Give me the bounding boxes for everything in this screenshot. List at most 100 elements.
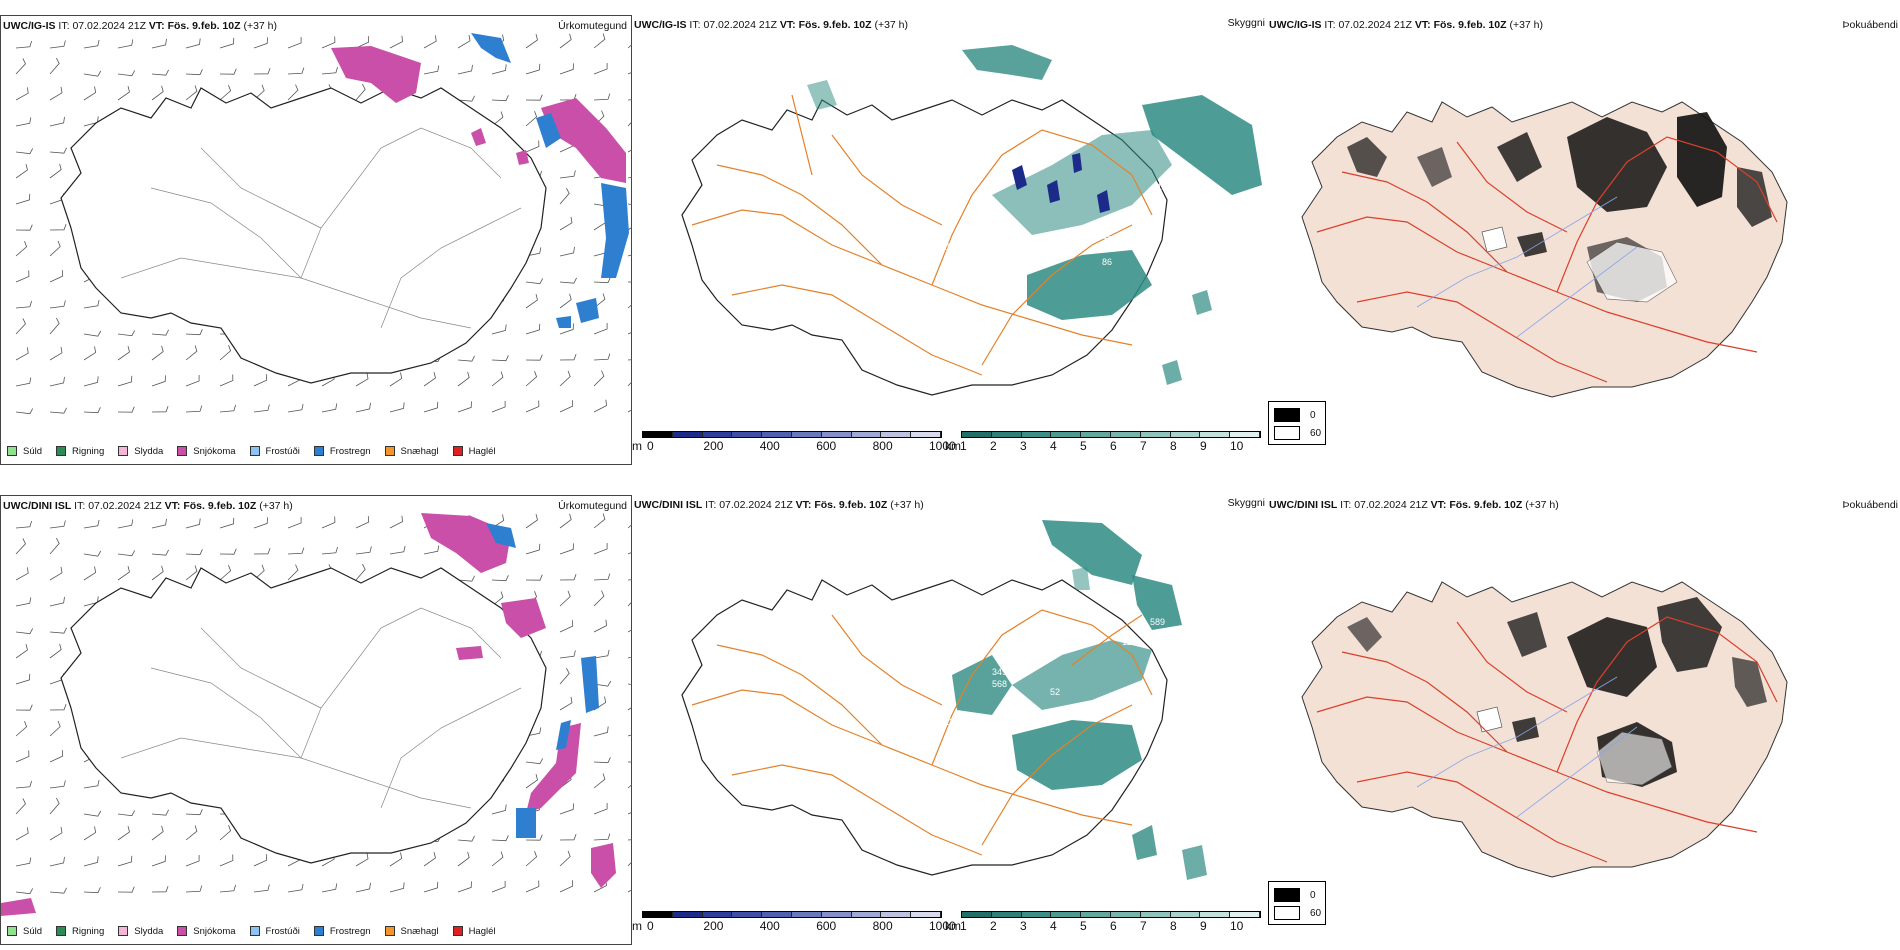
wind-barb bbox=[423, 35, 437, 49]
wind-barb bbox=[525, 247, 542, 257]
road-network bbox=[691, 609, 1153, 856]
wind-barb bbox=[525, 34, 538, 49]
model-name: UWC/DINI ISL bbox=[3, 500, 72, 512]
scale-tick: 1000 bbox=[929, 919, 956, 933]
wind-barb bbox=[525, 543, 541, 555]
wind-barb bbox=[559, 277, 577, 284]
visibility-map-top: 225 2545 553 615 62 86 bbox=[681, 45, 1262, 396]
precip-type-panel-bottom: UWC/DINI ISL IT: 07.02.2024 21Z VT: Fös.… bbox=[0, 495, 633, 945]
scale-unit: km bbox=[945, 919, 961, 933]
wind-barb bbox=[253, 517, 268, 529]
scale-tick: 600 bbox=[816, 919, 837, 933]
wind-barb bbox=[559, 833, 577, 841]
wind-barb bbox=[83, 826, 97, 841]
scale-unit: m bbox=[632, 439, 642, 453]
wind-barb bbox=[321, 403, 338, 413]
scale-tick: 8 bbox=[1170, 919, 1177, 933]
legend-swatch bbox=[249, 926, 260, 936]
iceland-land bbox=[1301, 581, 1788, 878]
wind-barb bbox=[15, 628, 34, 635]
wind-barb bbox=[491, 111, 504, 127]
legend-item: Snæhagl bbox=[384, 926, 439, 937]
fog-panel-bottom: UWC/DINI ISL IT: 07.02.2024 21Z VT: Fös.… bbox=[1267, 495, 1900, 945]
wind-barb bbox=[525, 851, 538, 867]
precip-patches bbox=[331, 33, 629, 328]
wind-barb bbox=[15, 567, 29, 581]
map-label: 553 bbox=[977, 202, 992, 212]
vt-value: Fös. 9.feb. 10Z bbox=[1449, 499, 1523, 511]
lead-time: (+37 h) bbox=[1509, 19, 1544, 31]
wind-barb bbox=[117, 886, 135, 893]
scale-tick: 5 bbox=[1080, 439, 1087, 453]
wind-barb bbox=[559, 33, 572, 49]
road-network bbox=[120, 127, 522, 329]
wind-barb bbox=[253, 547, 271, 555]
wind-barb bbox=[117, 86, 130, 101]
legend-label: Frostregn bbox=[329, 925, 371, 937]
wind-barb bbox=[525, 294, 538, 309]
wind-barb bbox=[185, 855, 200, 867]
wind-barb bbox=[49, 750, 64, 763]
wind-barb bbox=[627, 226, 633, 231]
wind-barb bbox=[287, 84, 299, 101]
wind-barb bbox=[559, 590, 571, 607]
wind-barb bbox=[15, 597, 32, 607]
wind-barb bbox=[15, 857, 32, 867]
map-label: 225 bbox=[937, 242, 952, 252]
wind-barb bbox=[389, 852, 403, 867]
wind-barb bbox=[491, 355, 509, 362]
wind-barb bbox=[525, 371, 538, 387]
wind-barb bbox=[593, 543, 608, 555]
wind-barb bbox=[321, 36, 336, 49]
legend-swatch bbox=[118, 446, 129, 456]
iceland-coastline bbox=[60, 567, 547, 864]
model-name: UWC/DINI ISL bbox=[634, 499, 703, 511]
wind-barb bbox=[151, 345, 164, 361]
scale-tick: 10 bbox=[1230, 439, 1244, 453]
model-name: UWC/IG-IS bbox=[634, 19, 687, 31]
wind-barb bbox=[83, 299, 100, 309]
wind-barb bbox=[15, 40, 32, 49]
wind-barb bbox=[15, 300, 32, 309]
wind-barb bbox=[525, 834, 543, 841]
legend-swatch bbox=[7, 446, 17, 456]
wind-barb bbox=[83, 330, 102, 337]
wind-barb bbox=[491, 371, 504, 387]
scale-tick: 2 bbox=[990, 439, 997, 453]
wind-barb bbox=[423, 881, 439, 893]
wind-barb bbox=[49, 300, 66, 309]
wind-barb bbox=[185, 38, 201, 49]
wind-barb bbox=[219, 374, 234, 387]
legend-label: Frostúði bbox=[265, 925, 300, 937]
wind-barb bbox=[49, 163, 62, 179]
wind-barb bbox=[525, 94, 543, 101]
legend-label: Snjókoma bbox=[193, 925, 236, 937]
wind-barb bbox=[185, 329, 203, 336]
wind-barb bbox=[49, 887, 67, 894]
wind-barb bbox=[627, 783, 633, 789]
wind-barb bbox=[219, 37, 235, 49]
legend-swatch bbox=[7, 926, 17, 936]
vt-label: VT: bbox=[1430, 499, 1447, 511]
wind-barb bbox=[559, 293, 572, 309]
wind-barb bbox=[185, 549, 203, 556]
wind-barb bbox=[49, 147, 67, 154]
it-value: 07.02.2024 21Z bbox=[72, 20, 146, 32]
map-value-labels: 225 349 568 589 118 52 bbox=[944, 617, 1165, 727]
map-label: 118 bbox=[1122, 637, 1136, 647]
legend-swatch bbox=[384, 926, 395, 936]
wind-barb bbox=[389, 545, 406, 555]
wind-barb bbox=[151, 38, 167, 49]
legend-item: Snjókoma bbox=[177, 925, 236, 937]
wind-barb bbox=[117, 406, 135, 413]
wind-barb bbox=[423, 545, 440, 555]
wind-barb bbox=[49, 703, 67, 711]
wind-barb bbox=[559, 696, 573, 711]
wind-barb bbox=[321, 516, 336, 529]
scale-tick: 1000 bbox=[929, 439, 956, 453]
legend-label: Slydda bbox=[134, 925, 164, 937]
wind-barb bbox=[83, 70, 102, 77]
wind-barb bbox=[49, 223, 67, 231]
wind-barb bbox=[559, 650, 576, 659]
wind-barb bbox=[457, 95, 475, 102]
